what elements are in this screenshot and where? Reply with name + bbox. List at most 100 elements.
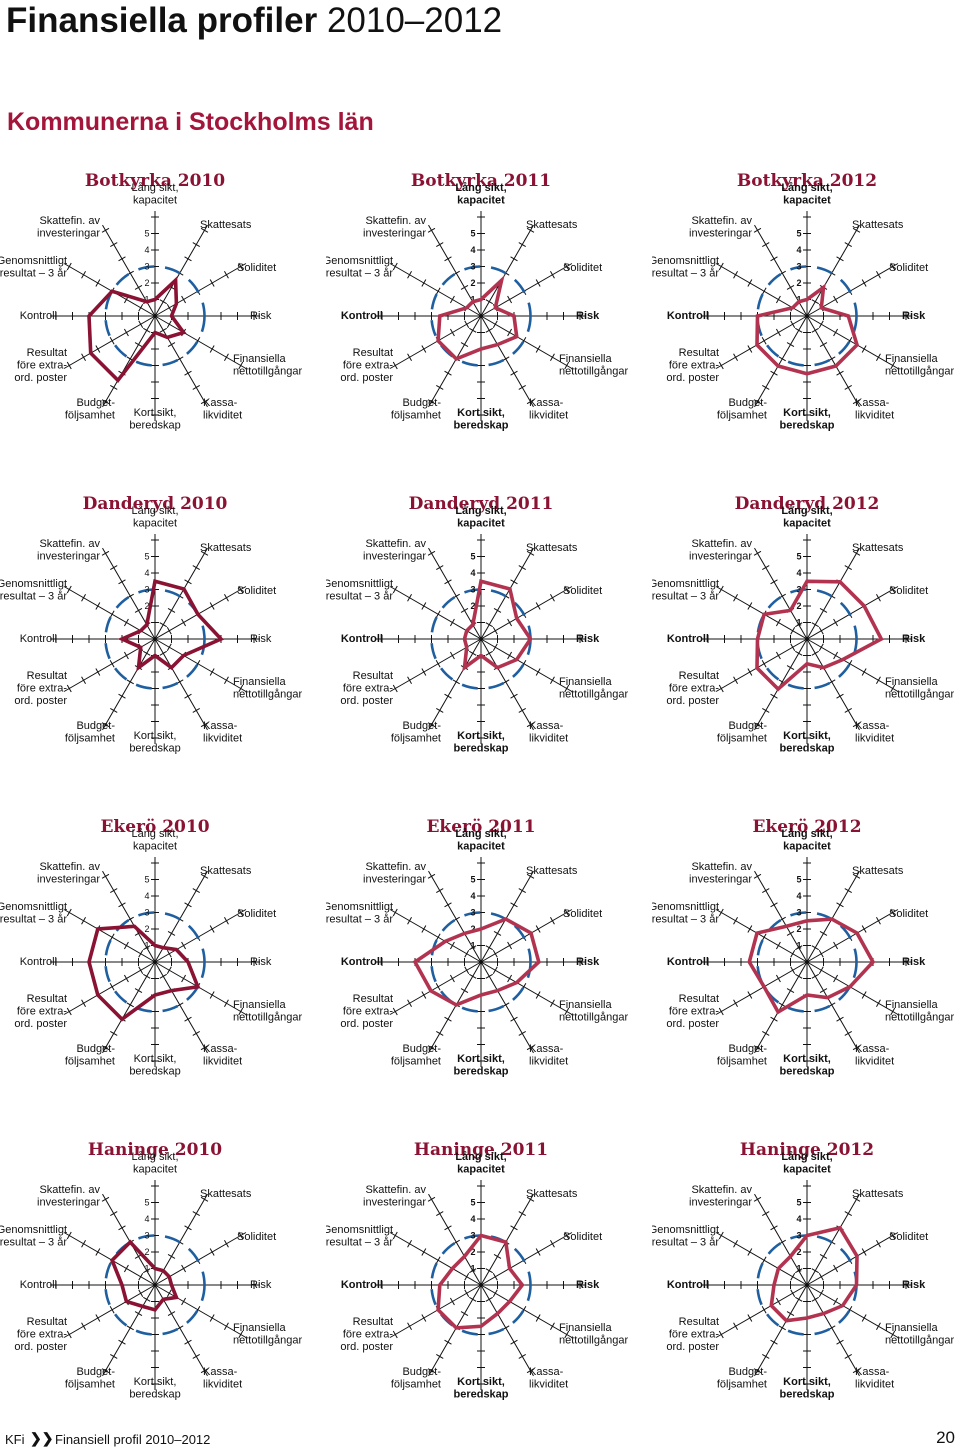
scale-tick-label: 4 — [470, 1214, 475, 1224]
axis-label: Kontroll — [20, 633, 57, 645]
axis-label: Risk — [250, 1279, 272, 1291]
axis-tick — [392, 1231, 398, 1240]
axis-line — [63, 263, 156, 317]
axis-tick — [876, 1322, 881, 1330]
axis-tick — [747, 1248, 753, 1256]
axis-tick — [101, 399, 110, 405]
axis-tick — [435, 933, 441, 941]
scale-tick-label: 2 — [470, 1247, 475, 1257]
axis-tick — [775, 974, 781, 983]
axis-tick — [550, 271, 555, 279]
axis-tick — [790, 966, 796, 974]
scale-tick-label: 1 — [144, 295, 149, 305]
axis-label: Kassa-likviditet — [203, 720, 242, 745]
axis-label: Kort sikt, beredskap — [129, 407, 180, 432]
axis-tick — [110, 385, 118, 390]
axis-tick — [224, 999, 229, 1007]
radar-chart: Botkyrka 2010 1 2 3 4 5 Lång sikt, kapacitet Ska… — [0, 160, 320, 483]
radar-svg: Botkyrka 2010 1 2 3 4 5 Lång sikt, kapacitet Ska… — [0, 171, 302, 432]
axis-label: Soliditet — [563, 908, 602, 920]
axis-label: Kontroll — [667, 633, 709, 645]
axis-line — [715, 315, 808, 369]
axis-tick — [464, 1289, 470, 1297]
axis-tick — [485, 1296, 493, 1302]
axis-line — [154, 315, 208, 408]
radar-chart: Ekerö 2012 1 2 3 4 5 Lång sikt, kapacitet Skatte… — [652, 806, 960, 1129]
axis-tick — [492, 320, 498, 328]
axis-tick — [718, 262, 724, 271]
axis-tick — [718, 1007, 724, 1016]
axis-tick — [795, 1296, 803, 1302]
scale-tick-label: 3 — [470, 585, 475, 595]
axis-tick — [844, 888, 852, 893]
axis-tick — [492, 1289, 498, 1297]
axis-label: Skattefin. av investeringar — [37, 861, 100, 886]
profile-series-line — [117, 579, 225, 672]
axis-line — [754, 315, 808, 408]
axis-tick — [444, 1339, 452, 1345]
axis-tick — [747, 925, 753, 933]
axis-tick — [184, 1339, 192, 1345]
axis-label: Genomsnittligt resultat – 3 år — [652, 578, 719, 603]
axis-line — [154, 263, 247, 317]
scale-tick-label: 3 — [144, 585, 149, 595]
axis-tick — [786, 665, 795, 671]
axis-tick — [733, 594, 738, 602]
axis-tick — [753, 399, 762, 405]
axis-tick — [795, 973, 803, 979]
axis-tick — [143, 327, 151, 333]
chart-title: Danderyd 2012 — [735, 494, 880, 514]
axis-line — [806, 1284, 860, 1377]
scale-tick-label: 4 — [144, 568, 149, 578]
axis-label: Skattefin. av investeringar — [37, 538, 100, 563]
axis-tick — [795, 650, 803, 656]
axis-tick — [200, 1368, 209, 1374]
axis-label: Kort sikt, beredskap — [779, 730, 834, 755]
axis-tick — [775, 1297, 781, 1306]
axis-line — [806, 638, 860, 731]
axis-tick — [101, 227, 110, 233]
axis-tick — [518, 1354, 526, 1359]
axis-label: Lång sikt, kapacitet — [781, 505, 832, 530]
axis-label: Budget-följsamhet — [391, 397, 441, 422]
radar-svg: Haninge 2011 1 2 3 4 5 Lång sikt, kapacitet Skat… — [326, 1140, 628, 1401]
scale-tick-label: 3 — [796, 262, 801, 272]
axis-line — [480, 638, 534, 731]
scale-tick-label: 2 — [796, 1247, 801, 1257]
axis-tick — [126, 679, 134, 685]
axis-tick — [718, 684, 724, 693]
axis-tick — [861, 991, 867, 999]
axis-tick — [811, 327, 819, 333]
axis-label: Kassa-likviditet — [855, 1043, 894, 1068]
axis-tick — [184, 1225, 192, 1231]
section-title: Kommunerna i Stockholms län — [7, 108, 374, 136]
axis-label: Resultat före extra-ord. poster — [666, 347, 719, 384]
axis-tick — [200, 873, 209, 879]
profile-series-line — [436, 274, 519, 362]
axis-tick — [407, 271, 412, 279]
axis-label: Skattefin. av investeringar — [689, 861, 752, 886]
axis-label: Kontroll — [20, 310, 57, 322]
axis-label: Risk — [902, 956, 926, 968]
scale-tick-label: 1 — [470, 1264, 475, 1274]
axis-tick — [181, 974, 187, 983]
axis-tick — [238, 262, 244, 271]
axis-tick — [138, 1289, 144, 1297]
scale-tick-label: 5 — [796, 1198, 801, 1208]
axis-tick — [101, 873, 110, 879]
axis-tick — [166, 627, 172, 635]
axis-line — [154, 315, 247, 369]
axis-line — [63, 1284, 156, 1338]
scale-tick-label: 3 — [470, 262, 475, 272]
axis-tick — [109, 337, 115, 345]
axis-tick — [535, 345, 541, 353]
axis-tick — [485, 1268, 493, 1274]
axis-tick — [778, 356, 786, 362]
axis-label: Soliditet — [563, 262, 602, 274]
scale-tick-label: 4 — [470, 568, 475, 578]
axis-label: Soliditet — [563, 585, 602, 597]
axis-line — [806, 961, 899, 1015]
axis-tick — [118, 902, 126, 908]
axis-tick — [493, 930, 502, 936]
axis-tick — [526, 1196, 535, 1202]
